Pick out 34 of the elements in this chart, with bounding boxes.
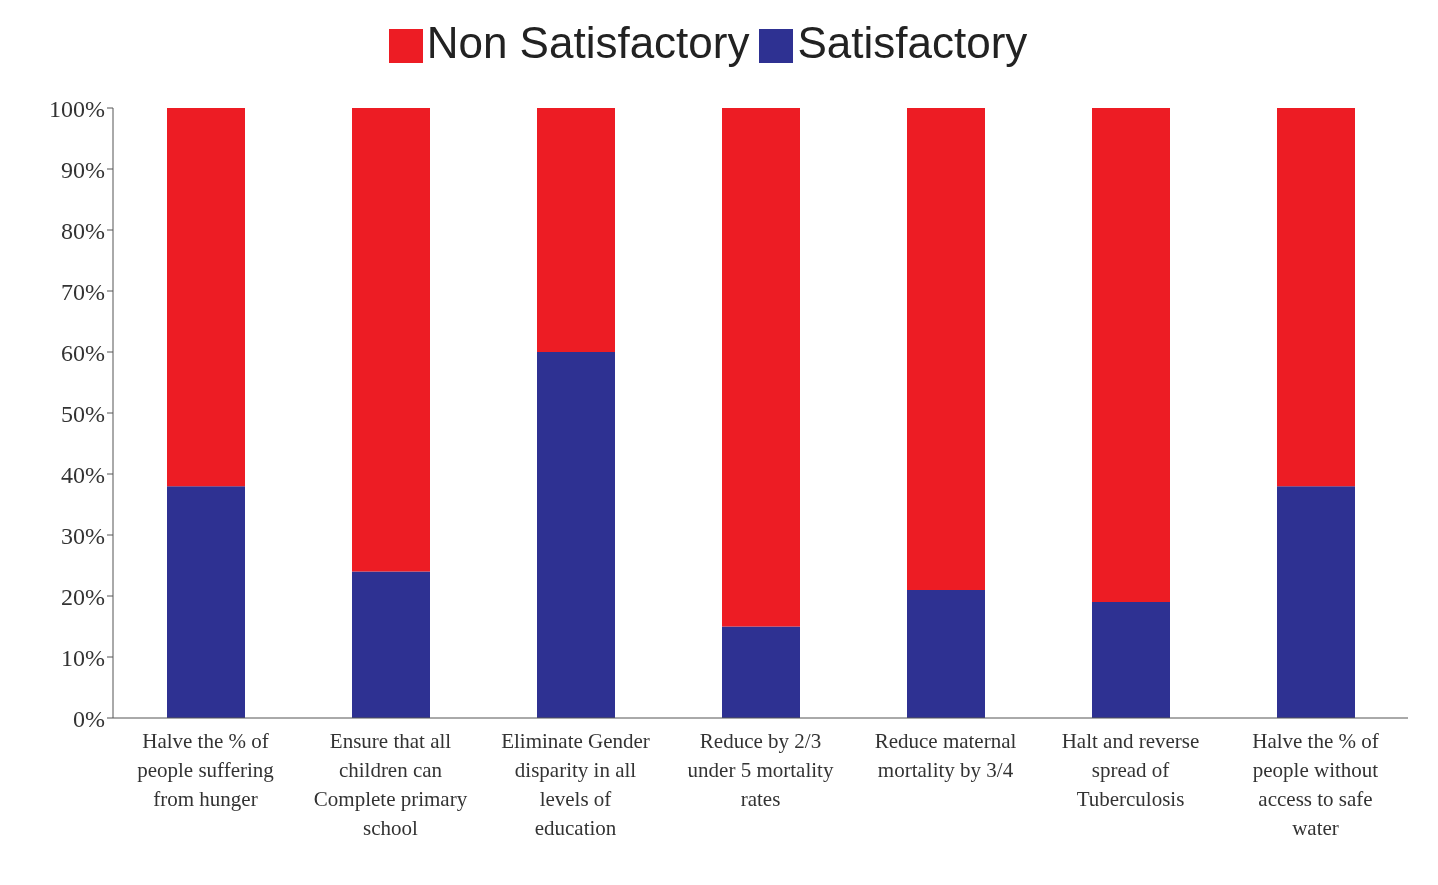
bar bbox=[537, 352, 615, 718]
bar bbox=[537, 108, 615, 352]
y-tick-label: 0% bbox=[73, 705, 105, 732]
y-tick-label: 60% bbox=[61, 339, 105, 366]
legend-label: Non Satisfactory bbox=[426, 18, 750, 67]
bar bbox=[907, 108, 985, 590]
bar bbox=[722, 108, 800, 627]
bar bbox=[907, 589, 985, 718]
y-tick-label: 20% bbox=[61, 583, 105, 610]
bar bbox=[352, 571, 430, 718]
bar bbox=[352, 108, 430, 572]
bar bbox=[167, 486, 245, 718]
y-tick-label: 10% bbox=[61, 644, 105, 671]
bar bbox=[167, 108, 245, 487]
x-tick-label: Reduce maternal mortality by 3/4 bbox=[874, 729, 1017, 782]
bar bbox=[1277, 108, 1355, 487]
y-tick-label: 40% bbox=[61, 461, 105, 488]
x-tick-label: Halve the % of people suffering from hunger bbox=[137, 729, 275, 811]
y-tick-label: 100% bbox=[49, 95, 105, 122]
y-tick-label: 90% bbox=[61, 156, 105, 183]
x-tick-label: Eliminate Gender disparity in all levels of education bbox=[501, 729, 650, 840]
y-tick-label: 50% bbox=[61, 400, 105, 427]
legend-label: Satisfactory bbox=[797, 18, 1028, 67]
bar bbox=[1277, 486, 1355, 718]
x-tick-label: Halt and reverse spread of Tuberculosis bbox=[1061, 729, 1200, 811]
x-tick-label: Ensure that all children can Complete primary school bbox=[313, 729, 468, 840]
bar bbox=[1092, 602, 1170, 718]
y-tick-label: 70% bbox=[61, 278, 105, 305]
bar bbox=[722, 626, 800, 718]
y-tick-label: 80% bbox=[61, 217, 105, 244]
y-tick-label: 30% bbox=[61, 522, 105, 549]
bar bbox=[1092, 108, 1170, 603]
x-tick-label: Reduce by 2/3 under 5 mortality rates bbox=[687, 729, 834, 811]
x-tick-label: Halve the % of people without access to safe water bbox=[1252, 729, 1379, 840]
